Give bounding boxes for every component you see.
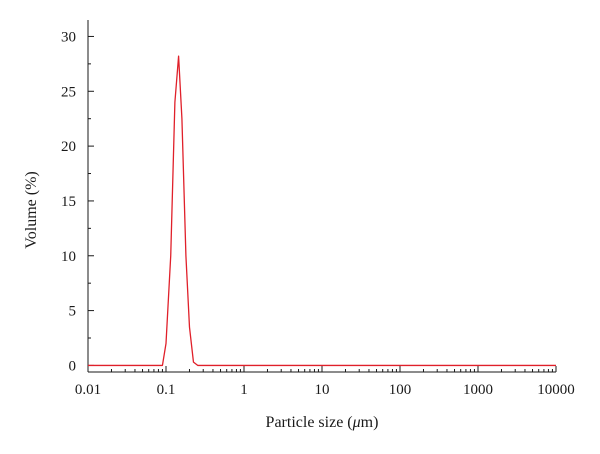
y-axis-title: Volume (%)	[23, 171, 40, 248]
x-tick-label: 1000	[463, 382, 493, 398]
y-tick-label: 5	[69, 304, 77, 320]
series-line	[88, 55, 556, 367]
series-layer	[88, 55, 556, 367]
x-tick-label: 100	[389, 382, 412, 398]
x-tick-label: 10	[315, 382, 330, 398]
x-tick-label: 1	[240, 382, 248, 398]
y-axis-ticks: 0 5 10 15 20 25 30	[61, 29, 94, 374]
x-axis-ticks: 0.01 0.1 1 10 100 1000 10000	[75, 366, 575, 398]
x-axis-title-prefix: Particle size (	[266, 414, 353, 431]
y-tick-label: 30	[61, 29, 76, 45]
y-tick-label: 10	[61, 249, 76, 265]
axes	[87, 20, 556, 373]
x-tick-label: 0.1	[157, 382, 176, 398]
y-tick-label: 15	[61, 194, 76, 210]
y-tick-label: 20	[61, 139, 76, 155]
x-axis-title-suffix: m)	[361, 414, 379, 431]
x-axis-title-mu: μ	[352, 414, 361, 431]
x-tick-label: 10000	[537, 382, 575, 398]
y-tick-label: 0	[69, 358, 77, 374]
x-tick-label: 0.01	[75, 382, 101, 398]
y-tick-label: 25	[61, 84, 76, 100]
x-axis-title: Particle size (μm)	[266, 414, 379, 431]
